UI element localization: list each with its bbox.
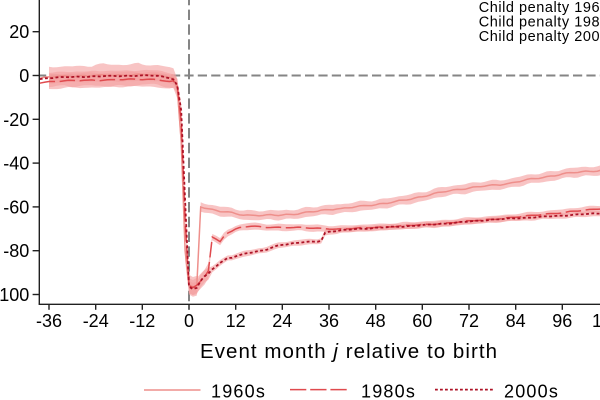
svg-text:-80: -80 <box>3 241 29 261</box>
svg-text:-20: -20 <box>3 110 29 130</box>
svg-text:Child penalty 1960s: Child penalty 1960s <box>479 0 600 16</box>
svg-text:84: 84 <box>506 311 526 331</box>
svg-text:-36: -36 <box>36 311 62 331</box>
svg-text:0: 0 <box>184 311 194 331</box>
svg-text:20: 20 <box>9 22 29 42</box>
svg-text:96: 96 <box>552 311 572 331</box>
svg-text:24: 24 <box>272 311 292 331</box>
svg-text:1960s: 1960s <box>211 381 266 400</box>
svg-text:48: 48 <box>366 311 386 331</box>
svg-text:36: 36 <box>319 311 339 331</box>
svg-text:-60: -60 <box>3 197 29 217</box>
svg-text:Child penalty 2000s: Child penalty 2000s <box>479 29 600 45</box>
svg-text:0: 0 <box>19 66 29 86</box>
svg-text:-100: -100 <box>0 285 29 305</box>
svg-text:108: 108 <box>592 311 600 331</box>
svg-text:Event month j relative to birt: Event month j relative to birth <box>200 340 498 363</box>
svg-text:2000s: 2000s <box>504 381 559 400</box>
svg-text:72: 72 <box>459 311 479 331</box>
svg-text:1980s: 1980s <box>361 381 416 400</box>
svg-text:60: 60 <box>412 311 432 331</box>
svg-text:-40: -40 <box>3 154 29 174</box>
svg-text:12: 12 <box>226 311 246 331</box>
svg-text:-24: -24 <box>83 311 109 331</box>
svg-text:-12: -12 <box>129 311 155 331</box>
svg-text:Child penalty 1980s: Child penalty 1980s <box>479 14 600 30</box>
